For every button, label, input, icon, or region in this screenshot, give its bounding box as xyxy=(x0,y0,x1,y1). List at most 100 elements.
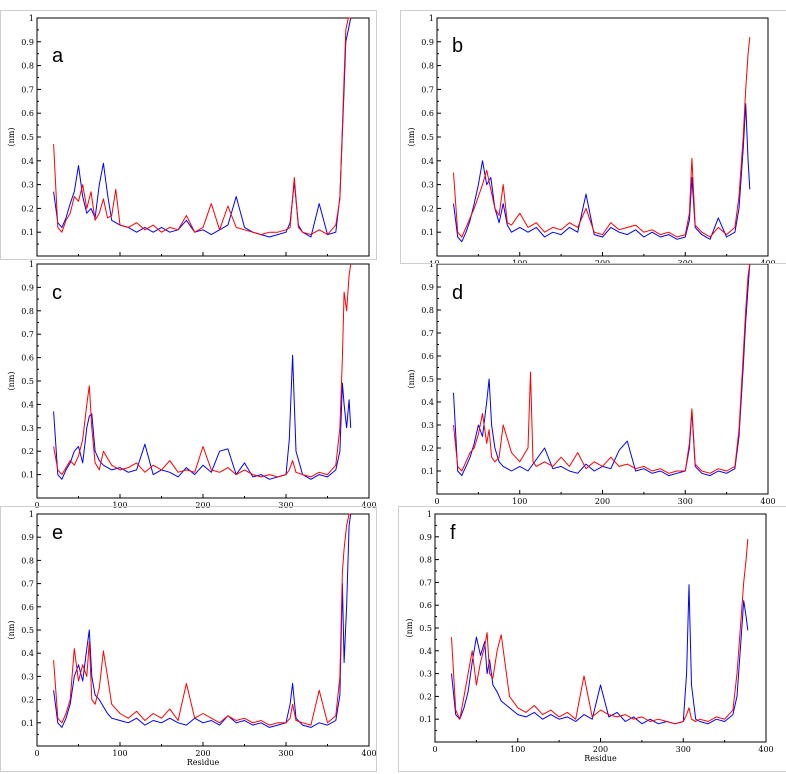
y-axis-label: (nm) xyxy=(7,621,16,640)
x-tick-label: 300 xyxy=(278,749,293,758)
series-line-b-blue xyxy=(453,103,751,243)
x-tick-label: 200 xyxy=(595,259,610,264)
x-tick-label: 0 xyxy=(432,745,437,754)
series-line-c-blue xyxy=(53,354,352,480)
series-line-d-red xyxy=(453,263,751,474)
y-tick-label: 0.8 xyxy=(421,62,434,71)
y-axis-label: (nm) xyxy=(405,619,414,638)
x-tick-label: 400 xyxy=(760,259,775,264)
y-tick-label: 0.4 xyxy=(21,400,34,409)
y-axis-label: (nm) xyxy=(407,128,416,147)
chart-e-svg: 0 100 200 300 400 0.1 0.2 0.3 0.4 0.5 0.6 0.7 0.8 0.9… xyxy=(7,510,376,767)
plot-frame-e xyxy=(36,513,370,747)
x-tick-label: 200 xyxy=(593,745,608,754)
y-tick-label: 1 xyxy=(29,510,34,519)
x-tick-label: 400 xyxy=(758,745,773,754)
panel-label-e: e xyxy=(52,522,63,544)
y-tick-label: 0.3 xyxy=(21,672,34,681)
y-tick-label: 0.5 xyxy=(421,133,434,142)
x-axis-label: Residue xyxy=(187,758,220,767)
x-tick-label: 0 xyxy=(34,749,39,758)
y-tick-label: 1 xyxy=(29,14,34,23)
y-tick-label: 0.9 xyxy=(419,533,432,542)
y-tick-label: 0.3 xyxy=(421,181,434,190)
panel-c: 0 100 200 300 400 0.1 0.2 0.3 0.4 0.5 0.6 0.7 0.8 0.9… xyxy=(0,256,376,508)
chart-f-svg: 0 100 200 300 400 0.1 0.2 0.3 0.4 0.5 0.6 0.7 0.8 0.9… xyxy=(405,510,774,763)
y-tick-label: 0.9 xyxy=(21,38,34,47)
panel-d: 0 100 200 300 400 0.1 0.2 0.3 0.4 0.5 0.6 0.7 0.8 0.9… xyxy=(400,256,786,508)
panel-e: 0 100 200 300 400 0.1 0.2 0.3 0.4 0.5 0.6 0.7 0.8 0.9… xyxy=(0,506,376,770)
y-tick-label: 0.3 xyxy=(419,670,432,679)
panel-a: 01002003004000.10.20.30.40.50.60.70.80.9… xyxy=(0,10,376,260)
y-tick-label: 0.4 xyxy=(421,157,434,166)
y-tick-label: 0.6 xyxy=(21,354,34,363)
y-tick-label: 0.6 xyxy=(421,109,434,118)
plot-frame-b xyxy=(436,17,769,257)
y-tick-label: 0.4 xyxy=(421,398,434,407)
x-tick-label: 100 xyxy=(112,501,127,508)
x-axis-label: Residue xyxy=(584,754,617,763)
y-tick-label: 0.5 xyxy=(21,626,34,635)
chart-d-svg: 0 100 200 300 400 0.1 0.2 0.3 0.4 0.5 0.6 0.7 0.8 0.9… xyxy=(407,260,776,506)
y-tick-label: 0.2 xyxy=(21,204,34,213)
y-tick-label: 0.3 xyxy=(21,424,34,433)
x-tick-label: 300 xyxy=(676,745,691,754)
panel-f: 0 100 200 300 400 0.1 0.2 0.3 0.4 0.5 0.6 0.7 0.8 0.9… xyxy=(398,506,786,770)
y-tick-label: 0.4 xyxy=(21,157,34,166)
panel-label-a: a xyxy=(52,45,64,67)
y-tick-label: 0.9 xyxy=(421,38,434,47)
y-tick-label: 0.1 xyxy=(21,719,34,728)
x-tick-label: 100 xyxy=(510,745,525,754)
y-tick-label: 0.3 xyxy=(421,421,434,430)
series-line-f-red xyxy=(451,539,749,725)
x-tick-label: 400 xyxy=(760,497,775,506)
series-line-e-red xyxy=(53,513,351,726)
y-tick-label: 0.5 xyxy=(419,624,432,633)
x-tick-label: 400 xyxy=(361,501,376,508)
y-tick-label: 0.4 xyxy=(21,649,34,658)
y-tick-label: 0.6 xyxy=(21,603,34,612)
y-tick-label: 0.5 xyxy=(21,377,34,386)
panel-label-f: f xyxy=(450,522,456,544)
series-line-b-red xyxy=(453,36,751,238)
chart-a-svg: 01002003004000.10.20.30.40.50.60.70.80.9… xyxy=(7,14,376,260)
y-tick-label: 0.7 xyxy=(21,330,34,339)
y-tick-label: 0.3 xyxy=(21,181,34,190)
y-tick-label: 1 xyxy=(427,510,432,519)
y-tick-label: 0.6 xyxy=(421,352,434,361)
x-tick-label: 300 xyxy=(278,501,293,508)
y-tick-label: 0.6 xyxy=(419,601,432,610)
panel-label-d: d xyxy=(452,282,463,304)
series-line-a-blue xyxy=(53,17,352,238)
y-tick-label: 0.1 xyxy=(421,467,434,476)
panel-label-c: c xyxy=(52,282,62,304)
y-tick-label: 0.2 xyxy=(419,692,432,701)
y-tick-label: 0.8 xyxy=(421,306,434,315)
y-tick-label: 0.5 xyxy=(421,375,434,384)
series-line-e-blue xyxy=(53,513,352,728)
y-tick-label: 0.8 xyxy=(419,556,432,565)
y-tick-label: 0.7 xyxy=(21,580,34,589)
y-tick-label: 1 xyxy=(29,260,34,269)
series-line-c-red xyxy=(53,263,352,478)
x-tick-label: 400 xyxy=(361,749,376,758)
x-tick-label: 100 xyxy=(112,749,127,758)
series-line-f-blue xyxy=(451,584,749,725)
x-tick-label: 200 xyxy=(195,501,210,508)
panel-b: 0 100 200 300 400 0.1 0.2 0.3 0.4 0.5 0.6 0.7 0.8 0.9… xyxy=(400,10,786,264)
plot-frame-a xyxy=(36,17,370,257)
y-axis-label: (nm) xyxy=(407,370,416,389)
y-tick-label: 0.7 xyxy=(419,578,432,587)
x-tick-label: 0 xyxy=(434,497,439,506)
y-tick-label: 0.2 xyxy=(421,204,434,213)
x-tick-label: 300 xyxy=(678,497,693,506)
y-tick-label: 1 xyxy=(429,14,434,23)
chart-b-svg: 0 100 200 300 400 0.1 0.2 0.3 0.4 0.5 0.6 0.7 0.8 0.9… xyxy=(407,14,776,264)
y-tick-label: 0.7 xyxy=(21,85,34,94)
x-tick-label: 0 xyxy=(434,259,439,264)
y-tick-label: 0.1 xyxy=(419,715,432,724)
plot-frame-d xyxy=(436,263,769,495)
y-axis-label: (nm) xyxy=(7,372,16,391)
y-tick-label: 0.4 xyxy=(419,647,432,656)
chart-c-svg: 0 100 200 300 400 0.1 0.2 0.3 0.4 0.5 0.6 0.7 0.8 0.9… xyxy=(7,260,376,508)
